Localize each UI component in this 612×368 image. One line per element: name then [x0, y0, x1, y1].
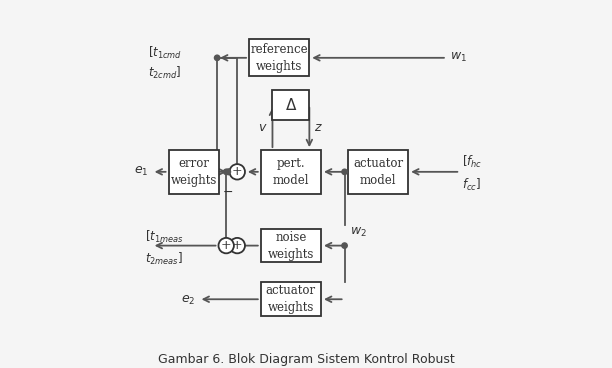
- Text: $f_{cc}]$: $f_{cc}]$: [462, 177, 481, 193]
- Text: $\Delta$: $\Delta$: [285, 97, 297, 113]
- Text: pert.
model: pert. model: [273, 157, 309, 187]
- Bar: [168, 150, 219, 194]
- Text: $v$: $v$: [258, 121, 267, 134]
- Text: $e_1$: $e_1$: [134, 165, 148, 178]
- Circle shape: [342, 169, 347, 174]
- Circle shape: [225, 169, 231, 174]
- Text: Gambar 6. Blok Diagram Sistem Kontrol Robust: Gambar 6. Blok Diagram Sistem Kontrol Ro…: [158, 353, 454, 366]
- Text: error
weights: error weights: [171, 157, 217, 187]
- Circle shape: [342, 243, 347, 248]
- Circle shape: [218, 238, 234, 253]
- Text: +: +: [221, 239, 231, 252]
- Text: $[f_{hc}$: $[f_{hc}$: [462, 154, 482, 170]
- Text: actuator
weights: actuator weights: [266, 284, 316, 314]
- Text: $t_{2meas}]$: $t_{2meas}]$: [145, 251, 183, 267]
- Text: +: +: [232, 239, 242, 252]
- Bar: [261, 283, 321, 316]
- Bar: [249, 39, 309, 76]
- Text: $w_1$: $w_1$: [450, 51, 467, 64]
- Text: $e_2$: $e_2$: [181, 294, 195, 308]
- Circle shape: [230, 164, 245, 180]
- Circle shape: [230, 238, 245, 253]
- Circle shape: [214, 55, 220, 60]
- Text: noise
weights: noise weights: [267, 231, 314, 261]
- Bar: [261, 150, 321, 194]
- Text: $w_2$: $w_2$: [349, 226, 367, 239]
- Text: $[t_{1cmd}$: $[t_{1cmd}$: [148, 45, 182, 61]
- Text: $-$: $-$: [222, 185, 233, 198]
- Text: +: +: [232, 165, 242, 178]
- Text: $t_{2cmd}]$: $t_{2cmd}]$: [148, 65, 182, 81]
- Bar: [272, 90, 309, 120]
- Text: $z$: $z$: [315, 121, 323, 134]
- Circle shape: [223, 169, 229, 174]
- Bar: [348, 150, 408, 194]
- Text: $[t_{1meas}$: $[t_{1meas}$: [145, 229, 184, 245]
- Text: actuator
model: actuator model: [353, 157, 403, 187]
- Bar: [261, 229, 321, 262]
- Text: reference
weights: reference weights: [250, 43, 308, 73]
